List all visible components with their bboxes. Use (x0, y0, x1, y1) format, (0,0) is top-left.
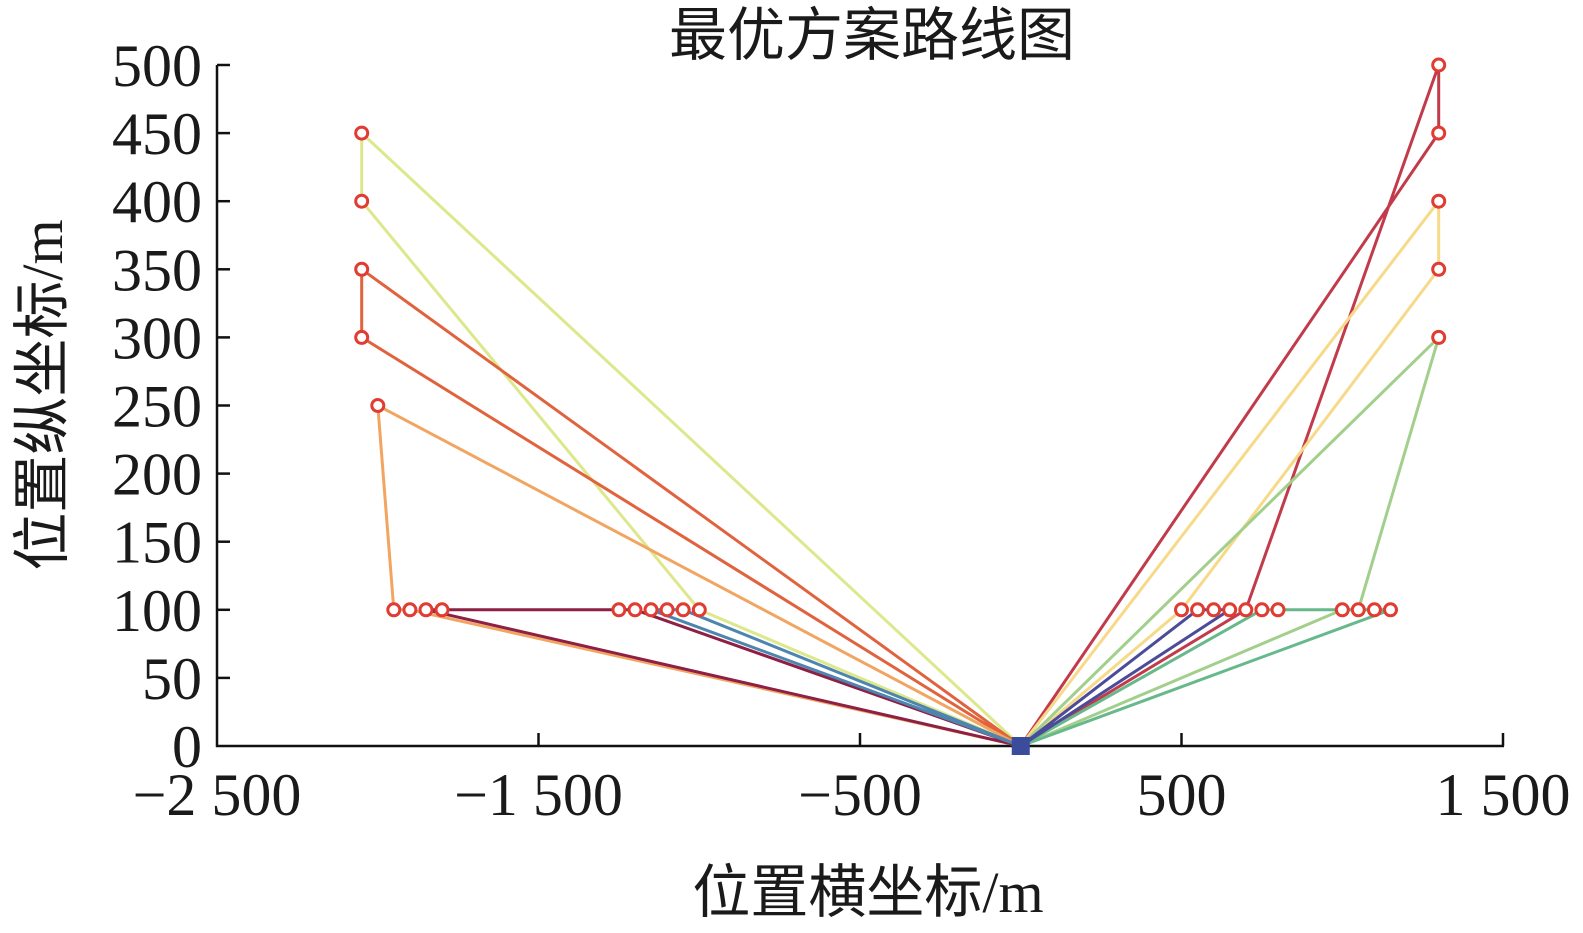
routes (360, 63, 1441, 748)
route-line-6 (1019, 63, 1441, 748)
stop-marker (386, 602, 402, 618)
route-line-4 (424, 608, 1023, 748)
y-tick-label: 200 (112, 442, 202, 508)
route-line-9 (1019, 608, 1392, 748)
stop-marker (1254, 602, 1270, 618)
stop-marker (354, 193, 370, 209)
stop-marker (1431, 329, 1447, 345)
x-ticks: −2 500 −1 500 −500 500 1 500 (133, 733, 1571, 828)
route-line-10 (1019, 608, 1232, 748)
stop-marker (1350, 602, 1366, 618)
stop-marker (691, 602, 707, 618)
stop-marker (354, 125, 370, 141)
x-tick-label: −500 (798, 762, 922, 828)
y-tick-label: 350 (112, 237, 202, 303)
y-axis-title: 位置纵坐标/m (10, 219, 75, 570)
route-line-1 (360, 131, 1023, 748)
stop-marker (354, 329, 370, 345)
stop-marker (611, 602, 627, 618)
stop-marker (354, 261, 370, 277)
stop-marker (1431, 57, 1447, 73)
stops (354, 57, 1447, 618)
y-tick-label: 450 (112, 101, 202, 167)
stop-marker (1222, 602, 1238, 618)
stop-marker (418, 602, 434, 618)
y-tick-label: 150 (112, 510, 202, 576)
y-tick-label: 250 (112, 374, 202, 440)
stop-marker (627, 602, 643, 618)
stop-marker (643, 602, 659, 618)
stop-marker (1431, 261, 1447, 277)
x-tick-label: −1 500 (454, 762, 623, 828)
chart-title: 最优方案路线图 (669, 3, 1075, 68)
stop-marker (1431, 193, 1447, 209)
y-tick-label: 400 (112, 169, 202, 235)
x-axis-title: 位置横坐标/m (692, 860, 1043, 925)
route-line-7 (1019, 199, 1441, 748)
y-tick-label: 100 (112, 578, 202, 644)
stop-marker (1190, 602, 1206, 618)
x-tick-label: 500 (1137, 762, 1227, 828)
stop-marker (1366, 602, 1382, 618)
depot-marker (1011, 737, 1030, 755)
y-tick-label: 0 (172, 714, 202, 780)
stop-marker (1383, 602, 1398, 618)
stop-marker (370, 398, 386, 413)
stop-marker (1206, 602, 1222, 618)
x-tick-label: 1 500 (1436, 762, 1571, 828)
route-line-2 (360, 267, 1023, 748)
x-tick-label: −2 500 (133, 762, 302, 828)
stop-marker (1270, 602, 1286, 618)
stop-marker (675, 602, 691, 618)
route-line-8 (1019, 335, 1441, 748)
stop-marker (402, 602, 418, 618)
stop-marker (1238, 602, 1254, 618)
y-tick-label: 300 (112, 305, 202, 371)
route-line-3 (376, 404, 1023, 748)
stop-marker (434, 602, 450, 618)
stop-marker (659, 602, 675, 618)
stop-marker (1431, 125, 1447, 141)
y-tick-label: 500 (112, 33, 202, 99)
depot (1011, 737, 1030, 755)
stop-marker (1334, 602, 1350, 618)
stop-marker (1174, 602, 1189, 618)
y-tick-label: 50 (142, 646, 202, 712)
